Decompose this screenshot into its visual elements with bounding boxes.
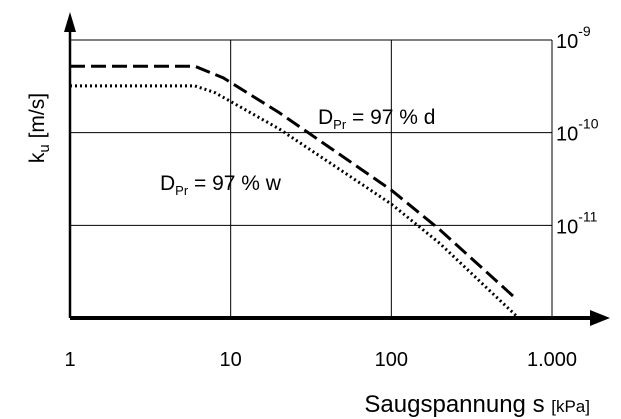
x-axis-arrow [590, 310, 610, 326]
x-tick-label: 10 [220, 349, 242, 371]
x-tick-labels: 1 10 100 1.000 [64, 349, 577, 371]
axes [64, 12, 610, 326]
x-tick-label: 1.000 [527, 349, 577, 371]
series-line-dotted [70, 84, 520, 320]
x-tick-label: 1 [64, 349, 75, 371]
series-label-dashed: DPr = 97 % d [318, 106, 435, 132]
x-tick-label: 100 [375, 349, 408, 371]
grid-lines [70, 39, 553, 318]
chart-labels: Saugspannung s [kPa] ku [m/s] DPr = 97 % d… [26, 93, 590, 418]
series-line-dashed [70, 64, 518, 301]
y-tick-label: 10-9 [556, 23, 591, 53]
y-tick-label: 10-10 [556, 116, 599, 146]
x-axis-label: Saugspannung s [kPa] [364, 391, 590, 418]
series-group [70, 64, 520, 320]
y-axis-label: ku [m/s] [26, 93, 53, 163]
y-tick-labels: 10-9 10-10 10-11 [556, 23, 599, 238]
y-axis-arrow [64, 12, 76, 32]
y-tick-label: 10-11 [556, 208, 598, 238]
series-label-dotted: DPr = 97 % w [160, 172, 282, 198]
